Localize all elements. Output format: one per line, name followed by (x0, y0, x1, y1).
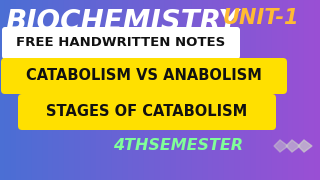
Bar (219, 0, 225, 180)
Bar (192, 0, 198, 180)
Bar (11, 0, 17, 180)
Bar (160, 0, 166, 180)
Bar (293, 0, 300, 180)
Bar (75, 0, 81, 180)
Text: BIOCHEMISTRY: BIOCHEMISTRY (5, 8, 239, 36)
Bar (240, 0, 246, 180)
Bar (112, 0, 118, 180)
Bar (96, 0, 102, 180)
Bar (27, 0, 33, 180)
Text: CATABOLISM VS ANABOLISM: CATABOLISM VS ANABOLISM (26, 69, 262, 84)
Bar (283, 0, 289, 180)
Bar (139, 0, 145, 180)
Text: 4THSEMESTER: 4THSEMESTER (113, 138, 243, 154)
Bar (181, 0, 188, 180)
Bar (304, 0, 310, 180)
Text: STAGES OF CATABOLISM: STAGES OF CATABOLISM (46, 105, 248, 120)
Bar (21, 0, 28, 180)
Bar (197, 0, 204, 180)
Bar (5, 0, 12, 180)
Text: FREE HANDWRITTEN NOTES: FREE HANDWRITTEN NOTES (16, 37, 226, 50)
Polygon shape (286, 140, 300, 152)
Bar (229, 0, 236, 180)
Bar (133, 0, 140, 180)
Bar (251, 0, 257, 180)
Bar (267, 0, 273, 180)
Bar (213, 0, 220, 180)
Bar (208, 0, 214, 180)
Bar (299, 0, 305, 180)
Bar (224, 0, 230, 180)
Bar (32, 0, 38, 180)
Bar (203, 0, 209, 180)
Bar (235, 0, 241, 180)
FancyBboxPatch shape (18, 94, 276, 130)
Bar (128, 0, 134, 180)
Bar (48, 0, 54, 180)
Bar (245, 0, 252, 180)
Bar (64, 0, 70, 180)
Bar (315, 0, 320, 180)
Bar (37, 0, 44, 180)
Polygon shape (274, 140, 288, 152)
Bar (80, 0, 86, 180)
Bar (16, 0, 22, 180)
FancyBboxPatch shape (1, 58, 287, 94)
Bar (85, 0, 92, 180)
Bar (144, 0, 150, 180)
Bar (261, 0, 268, 180)
Bar (53, 0, 60, 180)
Bar (0, 0, 6, 180)
Bar (91, 0, 97, 180)
FancyBboxPatch shape (2, 27, 240, 59)
Bar (165, 0, 172, 180)
Bar (256, 0, 262, 180)
Bar (149, 0, 156, 180)
Bar (59, 0, 65, 180)
Bar (123, 0, 129, 180)
Bar (43, 0, 49, 180)
Bar (107, 0, 113, 180)
Text: UNIT-1: UNIT-1 (223, 8, 300, 28)
Bar (155, 0, 161, 180)
Bar (272, 0, 278, 180)
Bar (171, 0, 177, 180)
Polygon shape (298, 140, 312, 152)
Bar (69, 0, 76, 180)
Bar (309, 0, 316, 180)
Bar (288, 0, 294, 180)
Bar (277, 0, 284, 180)
Bar (176, 0, 182, 180)
Bar (117, 0, 124, 180)
Bar (187, 0, 193, 180)
Bar (101, 0, 108, 180)
